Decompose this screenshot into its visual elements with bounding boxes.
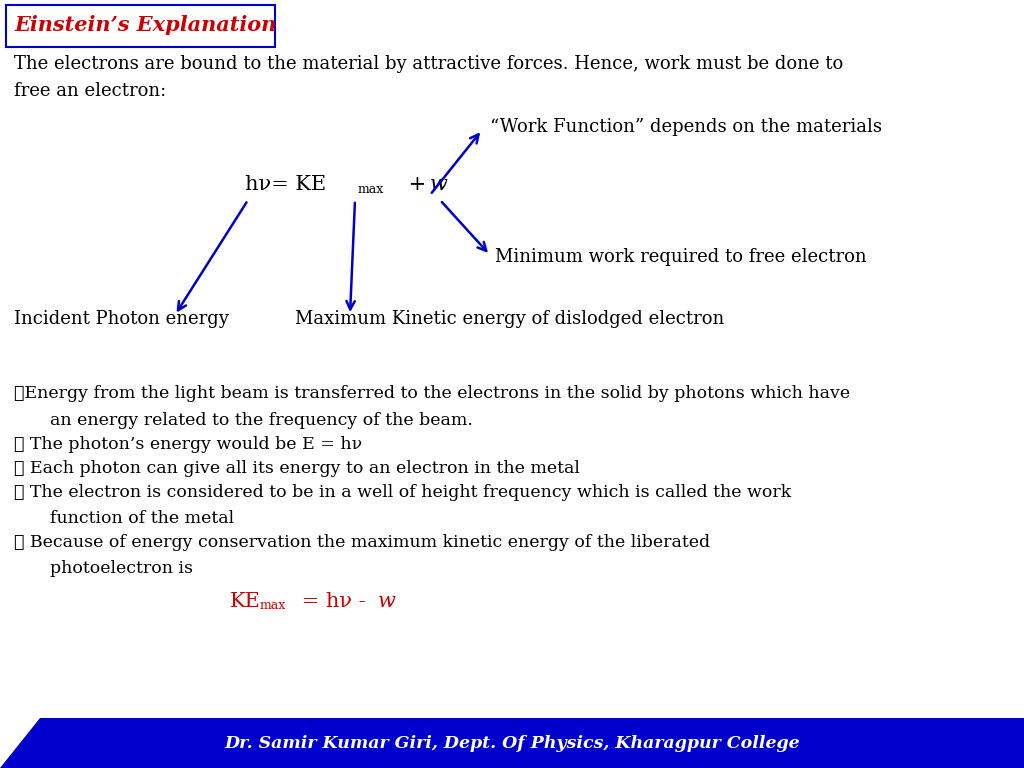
Text: The electrons are bound to the material by attractive forces. Hence, work must b: The electrons are bound to the material …	[14, 55, 843, 73]
Text: photoelectron is: photoelectron is	[50, 560, 193, 577]
Polygon shape	[0, 718, 1024, 768]
Text: function of the metal: function of the metal	[50, 510, 234, 527]
Text: ✓ Because of energy conservation the maximum kinetic energy of the liberated: ✓ Because of energy conservation the max…	[14, 534, 710, 551]
Text: ✓ Each photon can give all its energy to an electron in the metal: ✓ Each photon can give all its energy to…	[14, 460, 580, 477]
Text: free an electron:: free an electron:	[14, 82, 166, 100]
Text: w: w	[378, 592, 396, 611]
Text: w: w	[430, 175, 447, 194]
FancyBboxPatch shape	[6, 5, 275, 47]
Text: “Work Function” depends on the materials: “Work Function” depends on the materials	[490, 118, 882, 136]
Text: an energy related to the frequency of the beam.: an energy related to the frequency of th…	[50, 412, 473, 429]
Text: Incident Photon energy: Incident Photon energy	[14, 310, 229, 328]
Text: ✓ The electron is considered to be in a well of height frequency which is called: ✓ The electron is considered to be in a …	[14, 484, 792, 501]
Text: max: max	[358, 183, 384, 196]
Text: Maximum Kinetic energy of dislodged electron: Maximum Kinetic energy of dislodged elec…	[295, 310, 724, 328]
Text: ✓ The photon’s energy would be E = hν: ✓ The photon’s energy would be E = hν	[14, 436, 362, 453]
Text: Dr. Samir Kumar Giri, Dept. Of Physics, Kharagpur College: Dr. Samir Kumar Giri, Dept. Of Physics, …	[224, 735, 800, 752]
Text: ✓Energy from the light beam is transferred to the electrons in the solid by phot: ✓Energy from the light beam is transferr…	[14, 385, 850, 402]
Text: KE: KE	[230, 592, 261, 611]
Text: hν= KE: hν= KE	[245, 175, 326, 194]
Text: Einstein’s Explanation: Einstein’s Explanation	[14, 15, 276, 35]
Text: Minimum work required to free electron: Minimum work required to free electron	[495, 248, 866, 266]
Text: +: +	[402, 175, 433, 194]
Text: max: max	[260, 599, 287, 612]
Text: = hν -: = hν -	[295, 592, 373, 611]
